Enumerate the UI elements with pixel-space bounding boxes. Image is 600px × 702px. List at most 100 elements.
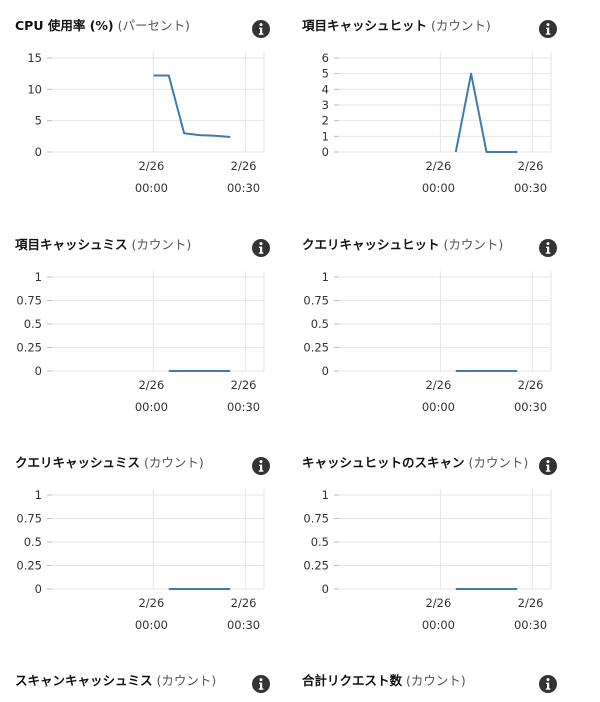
chart-title: クエリキャッシュミス (カウント)	[15, 455, 204, 471]
y-tick-label: 0	[35, 582, 42, 596]
metric-name: CPU 使用率 (%)	[15, 18, 114, 33]
y-tick-label: 10	[27, 82, 42, 96]
y-tick-label: 6	[322, 51, 329, 65]
metric-name: 項目キャッシュヒット	[302, 18, 428, 33]
metric-name: キャッシュヒットのスキャン	[302, 455, 465, 470]
chart-panel-item-cache-miss: 項目キャッシュミス (カウント) 0 0.25 0.5 0.75 1 2/26 00:00 2…	[15, 237, 300, 437]
x-tick-label-time: 00:00	[135, 618, 168, 632]
chart-panel-cache-hit-scan: キャッシュヒットのスキャン (カウント) 0 0.25 0.5 0.75 1 2/26 00…	[302, 455, 587, 655]
y-tick-label: 0.5	[24, 317, 42, 331]
y-tick-label: 0.5	[311, 535, 329, 549]
info-icon[interactable]	[252, 675, 270, 693]
y-tick-label: 0	[322, 364, 329, 378]
y-tick-label: 0	[35, 364, 42, 378]
y-tick-label: 0.5	[311, 317, 329, 331]
chart-panel-cpu-usage: CPU 使用率 (%) (パーセント) 0 5 10 15 2/26 00:00 2/26 0…	[15, 18, 300, 218]
metric-unit: (カウント)	[468, 455, 529, 470]
metric-name: スキャンキャッシュミス	[15, 673, 153, 688]
x-tick-label-time: 00:00	[422, 181, 455, 195]
y-tick-label: 0.75	[16, 512, 42, 526]
metric-unit: (パーセント)	[117, 18, 190, 33]
x-tick-label-time: 00:30	[514, 618, 547, 632]
y-tick-label: 0	[322, 582, 329, 596]
info-icon[interactable]	[539, 239, 557, 257]
chart-title: 合計リクエスト数 (カウント)	[302, 673, 466, 689]
y-tick-label: 3	[322, 98, 329, 112]
y-tick-label: 1	[322, 129, 329, 143]
chart-panel-query-cache-hit: クエリキャッシュヒット (カウント) 0 0.25 0.5 0.75 1 2/26 00:0…	[302, 237, 587, 437]
metric-unit: (カウント)	[156, 673, 217, 688]
y-tick-label: 1	[322, 270, 329, 284]
y-tick-label: 0.75	[303, 512, 329, 526]
chart-title: スキャンキャッシュミス (カウント)	[15, 673, 216, 689]
x-tick-label-date: 2/26	[518, 159, 544, 173]
x-tick-label-date: 2/26	[231, 378, 257, 392]
x-tick-label-date: 2/26	[518, 378, 544, 392]
x-tick-label-time: 00:00	[135, 400, 168, 414]
metric-unit: (カウント)	[406, 673, 466, 688]
info-icon[interactable]	[252, 239, 270, 257]
x-tick-label-date: 2/26	[231, 159, 257, 173]
metric-name: 項目キャッシュミス	[15, 237, 128, 252]
x-tick-label-date: 2/26	[425, 596, 451, 610]
line-chart: 0 0.25 0.5 0.75 1 2/26 00:00 2/26 00:30	[303, 270, 552, 414]
y-tick-label: 0	[322, 145, 329, 159]
chart-title: CPU 使用率 (%) (パーセント)	[15, 18, 190, 34]
x-tick-label-time: 00:30	[514, 400, 547, 414]
metric-name: クエリキャッシュヒット	[302, 237, 440, 252]
x-tick-label-time: 00:00	[422, 400, 455, 414]
y-tick-label: 0	[35, 145, 42, 159]
y-tick-label: 0.5	[24, 535, 42, 549]
x-tick-label-date: 2/26	[231, 596, 257, 610]
line-chart: 0 0.25 0.5 0.75 1 2/26 00:00 2/26 00:30	[16, 488, 265, 632]
chart-title: クエリキャッシュヒット (カウント)	[302, 237, 503, 253]
y-tick-label: 1	[322, 488, 329, 502]
info-icon[interactable]	[539, 675, 557, 693]
y-tick-label: 4	[322, 82, 329, 96]
y-tick-label: 2	[322, 114, 329, 128]
line-chart: 0 12 3 45 6 2/26 00:00 2/26 00:30	[322, 51, 552, 195]
x-tick-label-date: 2/26	[518, 596, 544, 610]
chart-title: キャッシュヒットのスキャン (カウント)	[302, 455, 528, 471]
metric-name: 合計リクエスト数	[302, 673, 403, 688]
metric-unit: (カウント)	[431, 18, 491, 33]
y-tick-label: 15	[27, 51, 42, 65]
y-tick-label: 0.75	[16, 294, 42, 308]
chart-panel-query-cache-miss: クエリキャッシュミス (カウント) 0 0.25 0.5 0.75 1 2/26 00:00…	[15, 455, 300, 655]
y-tick-label: 5	[322, 67, 329, 81]
x-tick-label-time: 00:00	[422, 618, 455, 632]
y-tick-label: 0.25	[16, 341, 42, 355]
x-tick-label-date: 2/26	[425, 159, 451, 173]
info-icon[interactable]	[252, 20, 270, 38]
y-tick-label: 0.25	[303, 341, 329, 355]
info-icon[interactable]	[539, 457, 557, 475]
chart-title: 項目キャッシュミス (カウント)	[15, 237, 191, 253]
series-line	[153, 74, 231, 138]
info-icon[interactable]	[252, 457, 270, 475]
x-tick-label-time: 00:00	[135, 181, 168, 195]
metric-unit: (カウント)	[443, 237, 504, 252]
x-tick-label-date: 2/26	[425, 378, 451, 392]
y-tick-label: 0.25	[16, 559, 42, 573]
x-tick-label-time: 00:30	[227, 181, 260, 195]
y-tick-label: 1	[35, 488, 42, 502]
chart-panel-scan-cache-miss: スキャンキャッシュミス (カウント)	[15, 673, 300, 702]
y-tick-label: 0.75	[303, 294, 329, 308]
y-tick-label: 1	[35, 270, 42, 284]
x-tick-label-date: 2/26	[138, 596, 164, 610]
chart-panel-item-cache-hit: 項目キャッシュヒット (カウント) 0 1 2 3 4 5 6 2/26 00:00 2/26 00…	[302, 18, 587, 218]
chart-panel-total-requests: 合計リクエスト数 (カウント)	[302, 673, 587, 702]
x-tick-label-date: 2/26	[138, 378, 164, 392]
info-icon[interactable]	[539, 20, 557, 38]
metric-unit: (カウント)	[131, 237, 192, 252]
x-tick-label-date: 2/26	[138, 159, 164, 173]
metric-unit: (カウント)	[144, 455, 204, 470]
y-tick-label: 5	[35, 114, 42, 128]
series-line	[454, 72, 518, 153]
line-chart: 0 0.25 0.5 0.75 1 2/26 00:00 2/26 00:30	[16, 270, 265, 414]
line-chart: 0 5 10 15 2/26 00:00 2/26 00:30	[27, 51, 265, 195]
metric-name: クエリキャッシュミス	[15, 455, 141, 470]
x-tick-label-time: 00:30	[514, 181, 547, 195]
x-tick-label-time: 00:30	[227, 618, 260, 632]
line-chart: 0 0.25 0.5 0.75 1 2/26 00:00 2/26 00:30	[303, 488, 552, 632]
